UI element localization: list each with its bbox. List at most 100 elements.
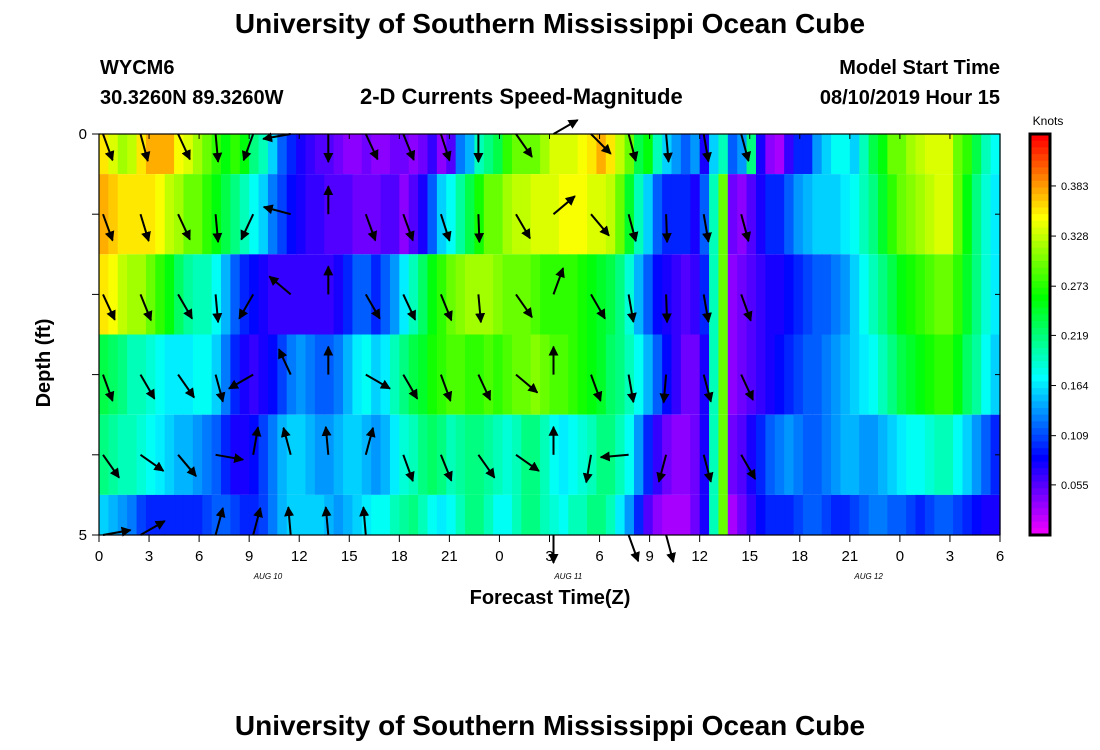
colorbar-segment [1030, 347, 1050, 356]
heatmap-cell [267, 134, 278, 175]
heatmap-cell [352, 494, 363, 535]
heatmap-cell [549, 134, 560, 175]
x-tick-label: 21 [841, 548, 858, 565]
colorbar-segment [1030, 448, 1050, 456]
station-id: WYCM6 [100, 57, 175, 79]
heatmap-cell [465, 134, 476, 175]
x-tick-label: 15 [341, 548, 358, 565]
heatmap-cell [474, 174, 485, 255]
heatmap-cell [427, 254, 438, 335]
heatmap-cell [117, 494, 128, 535]
heatmap-cell [192, 174, 203, 255]
heatmap-cell [802, 134, 813, 175]
current-vector-arrow [251, 426, 262, 455]
heatmap-cell [305, 174, 316, 255]
heatmap-cell [192, 134, 203, 175]
heatmap-cell [249, 254, 260, 335]
heatmap-cell [896, 494, 907, 535]
heatmap-cell [746, 494, 757, 535]
heatmap-cell [671, 174, 682, 255]
current-vector-arrow [177, 133, 191, 161]
heatmap-cell [493, 174, 504, 255]
current-vector-arrow [402, 454, 415, 483]
heatmap-cell [446, 494, 457, 535]
heatmap-cell [680, 134, 691, 175]
colorbar-segment [1030, 154, 1050, 162]
heatmap-cell [230, 134, 241, 175]
heatmap-cell [352, 334, 363, 415]
colorbar-segment [1030, 501, 1050, 509]
current-vector-arrow [284, 506, 295, 536]
heatmap-cell [831, 494, 842, 535]
colorbar-segment [1030, 421, 1050, 429]
heatmap-cell [286, 414, 297, 495]
colorbar-tick-label: 0.164 [1061, 381, 1089, 393]
heatmap-cell [953, 174, 964, 255]
heatmap-cell [136, 494, 147, 535]
current-vector-arrow [177, 454, 197, 477]
heatmap-cell [906, 494, 917, 535]
heatmap-cell [127, 334, 138, 415]
colorbar-segment [1030, 301, 1050, 309]
heatmap-cell [202, 494, 213, 535]
colorbar-segment [1030, 200, 1050, 209]
heatmap-cell [755, 174, 766, 255]
heatmap-cell [540, 254, 551, 335]
heatmap-cell [718, 414, 729, 495]
heatmap-cell [877, 334, 888, 415]
current-vector-arrow [590, 293, 606, 320]
heatmap-cell [802, 254, 813, 335]
heatmap-cell [380, 414, 391, 495]
heatmap-cell [802, 494, 813, 535]
heatmap-cell [924, 134, 935, 175]
colorbar-segment [1030, 381, 1050, 389]
current-vector-arrow [241, 133, 255, 162]
heatmap-cell [596, 174, 607, 255]
heatmap-cell [155, 254, 166, 335]
current-vector-arrow [321, 506, 332, 536]
current-vector-arrow [214, 374, 226, 403]
heatmap-cell [155, 414, 166, 495]
heatmap-cell [924, 254, 935, 335]
heatmap-cell [765, 134, 776, 175]
heatmap-cell [849, 254, 860, 335]
colorbar-tick-label: 0.055 [1061, 480, 1089, 492]
heatmap-cell [155, 494, 166, 535]
heatmap-cell [962, 134, 973, 175]
heatmap-cell [540, 494, 551, 535]
heatmap-cell [671, 334, 682, 415]
heatmap-cell [540, 174, 551, 255]
heatmap-cell [840, 414, 851, 495]
heatmap-cell [230, 494, 241, 535]
heatmap-cell [643, 414, 654, 495]
colorbar-segment [1030, 240, 1050, 249]
heatmap-cell [296, 174, 307, 255]
current-vector-arrow [364, 133, 379, 161]
heatmap-cell [296, 134, 307, 175]
heatmap-cell [493, 494, 504, 535]
heatmap-cell [990, 134, 1001, 175]
heatmap-cell [230, 414, 241, 495]
heatmap-cell [774, 334, 785, 415]
x-tick-label: 3 [545, 548, 553, 565]
heatmap-cell [784, 134, 795, 175]
heatmap-cell [868, 254, 879, 335]
current-vector-arrow [661, 214, 672, 244]
heatmap-cell [849, 494, 860, 535]
heatmap-cell [943, 494, 954, 535]
heatmap-cell [558, 134, 569, 175]
heatmap-cell [746, 414, 757, 495]
heatmap-cell [521, 254, 532, 335]
heatmap-cell [277, 254, 288, 335]
heatmap-cell [343, 254, 354, 335]
current-vector-arrow [656, 454, 668, 483]
heatmap-cell [230, 334, 241, 415]
colorbar-segment [1030, 307, 1050, 316]
current-vector-arrow [262, 204, 291, 216]
heatmap-cell [990, 494, 1001, 535]
heatmap-cell [577, 494, 588, 535]
heatmap-cell [624, 414, 635, 495]
heatmap-cell [258, 254, 269, 335]
colorbar-tick-label: 0.219 [1061, 330, 1089, 342]
